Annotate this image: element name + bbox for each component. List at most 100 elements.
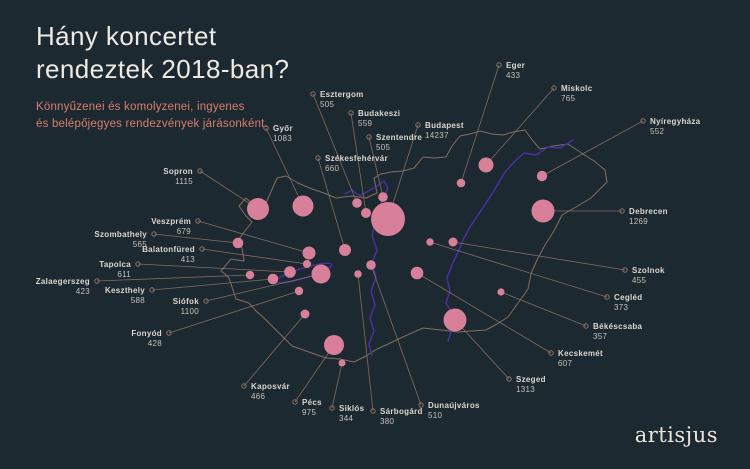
danube-river [344,180,389,357]
leader-line-szeged [454,319,510,380]
city-value-sopron: 1115 [175,177,193,186]
city-value-kecskemet: 607 [558,359,572,368]
city-label-fonyod: Fonyód [131,329,162,338]
city-value-zalaegerszeg: 423 [76,287,90,296]
leader-line-dunaujvaros [370,264,422,406]
city-value-sarbogard: 380 [380,417,394,426]
leader-line-veszprem [197,220,310,254]
city-value-debrecen: 1269 [629,217,648,226]
bubble-zalaegerszeg [245,270,255,280]
label-marker-szentendre [366,134,372,140]
leader-line-sopron [199,170,259,210]
label-marker-bekescsaba [583,323,589,329]
city-label-budakeszi: Budakeszi [358,109,400,118]
city-value-gyor: 1083 [273,134,292,143]
bubble-keszthely [267,273,279,285]
city-value-tapolca: 611 [117,270,131,279]
city-value-szombathely: 565 [133,240,147,249]
bubble-cegled [426,238,434,246]
leader-line-kaposvar [243,313,306,387]
city-value-bekescsaba: 357 [593,332,607,341]
city-value-pecs: 975 [302,408,316,417]
label-marker-budapest [415,122,421,128]
leader-line-esztergom [312,93,358,204]
bubble-szekesfehervar [339,244,351,256]
bubble-sopron [247,198,269,220]
city-label-veszprem: Veszprém [151,217,191,226]
label-marker-esztergom [310,91,316,97]
leader-line-szolnok [452,241,626,271]
bubble-bekescsaba [497,288,505,296]
leader-line-szombathely [153,233,239,244]
label-marker-eger [496,62,502,68]
label-marker-cegled [604,294,610,300]
header: Hány koncertet rendeztek 2018-ban? Könny… [36,20,289,133]
bubble-eger [456,178,466,188]
city-label-gyor: Győr [273,124,293,133]
bubble-budakeszi [361,208,371,218]
city-label-szombathely: Szombathely [94,230,147,239]
city-value-veszprem: 679 [177,227,191,236]
bubble-kecskemet [410,266,424,280]
city-label-siklos: Siklós [339,404,365,413]
city-label-pecs: Pécs [302,398,322,407]
label-marker-fonyod [166,330,172,336]
city-label-dunaujvaros: Dunaújváros [428,401,480,410]
label-marker-pecs [292,399,298,405]
bubble-szentendre [378,192,388,202]
label-marker-veszprem [195,218,201,224]
bubble-dunaujvaros [366,260,376,270]
bubble-szeged [443,308,467,332]
leader-line-sarbogard [357,273,374,412]
city-value-szeged: 1313 [516,385,535,394]
leader-line-miskolc [485,87,555,166]
subtitle-line2: és belépőjegyes rendezvények járásonként… [36,118,268,130]
city-label-eger: Eger [506,61,525,70]
city-value-budapest: 14237 [425,131,449,140]
city-label-keszthely: Keszthely [105,286,145,295]
leader-line-zalaegerszeg [96,274,251,282]
label-marker-budakeszi [348,110,354,116]
bubble-fonyod [294,286,304,296]
bubble-siklos [338,359,346,367]
label-marker-siklos [329,405,335,411]
city-label-miskolc: Miskolc [561,84,593,93]
city-label-sopron: Sopron [163,167,193,176]
label-marker-debrecen [619,208,625,214]
label-marker-sopron [197,168,203,174]
city-value-balatonfured: 413 [181,255,195,264]
city-value-budakeszi: 559 [358,119,372,128]
leader-line-eger [460,64,500,184]
city-label-esztergom: Esztergom [320,90,364,99]
label-marker-szekesfehervar [315,155,321,161]
label-marker-szolnok [622,267,628,273]
leader-line-szentendre [368,136,384,198]
city-value-szolnok: 455 [632,276,646,285]
bubble-pecs [324,335,344,355]
leader-line-budakeszi [350,112,367,214]
city-label-szolnok: Szolnok [632,266,665,275]
artisjus-logo: artisjus [634,423,718,447]
city-label-siofok: Siófok [173,297,199,306]
city-value-siofok: 1100 [181,307,200,316]
city-value-miskolc: 765 [561,94,575,103]
label-marker-kaposvar [241,383,247,389]
leader-line-bekescsaba [500,291,587,327]
label-marker-keszthely [149,287,155,293]
leader-line-cegled [429,241,608,298]
leader-line-siofok [205,273,322,302]
city-label-tapolca: Tapolca [99,260,131,269]
bubble-szombathely [232,237,244,249]
leader-line-siklos [331,362,343,409]
leader-line-szekesfehervar [317,157,346,251]
label-marker-miskolc [551,85,557,91]
label-marker-balatonfured [199,246,205,252]
label-marker-siofok [203,298,209,304]
bubble-debrecen [531,199,555,223]
bubble-sarbogard [354,270,362,278]
label-marker-nyiregyhaza [640,118,646,124]
bubble-gyor [292,195,314,217]
bubble-nyiregyhaza [536,170,548,182]
bubble-balatonfured [302,259,312,269]
